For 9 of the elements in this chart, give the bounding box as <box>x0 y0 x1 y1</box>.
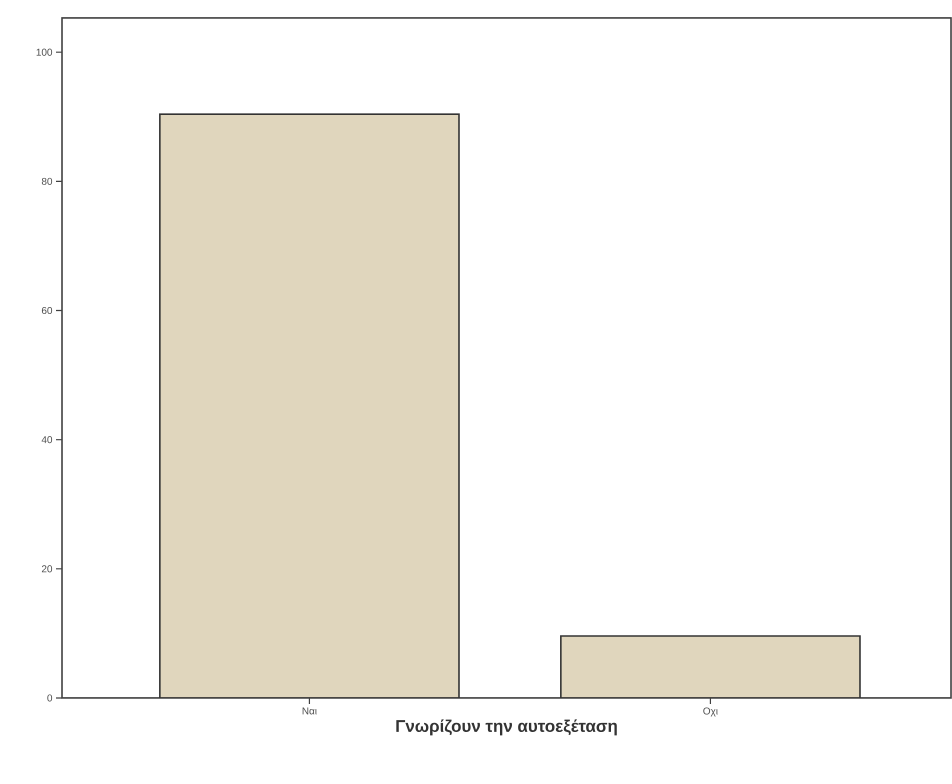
y-tick-label: 100 <box>36 48 52 56</box>
y-tick-label: 20 <box>42 565 52 572</box>
y-tick-label: 60 <box>42 306 52 314</box>
x-axis-title: Γνωρίζουν την αυτοεξέταση <box>396 719 617 736</box>
y-tick-label: 40 <box>42 436 52 444</box>
x-tick-label: Οχι <box>703 708 718 717</box>
y-tick-label: 0 <box>47 694 52 702</box>
x-tick-label: Ναι <box>302 708 317 714</box>
y-tick-label: 80 <box>42 178 52 185</box>
